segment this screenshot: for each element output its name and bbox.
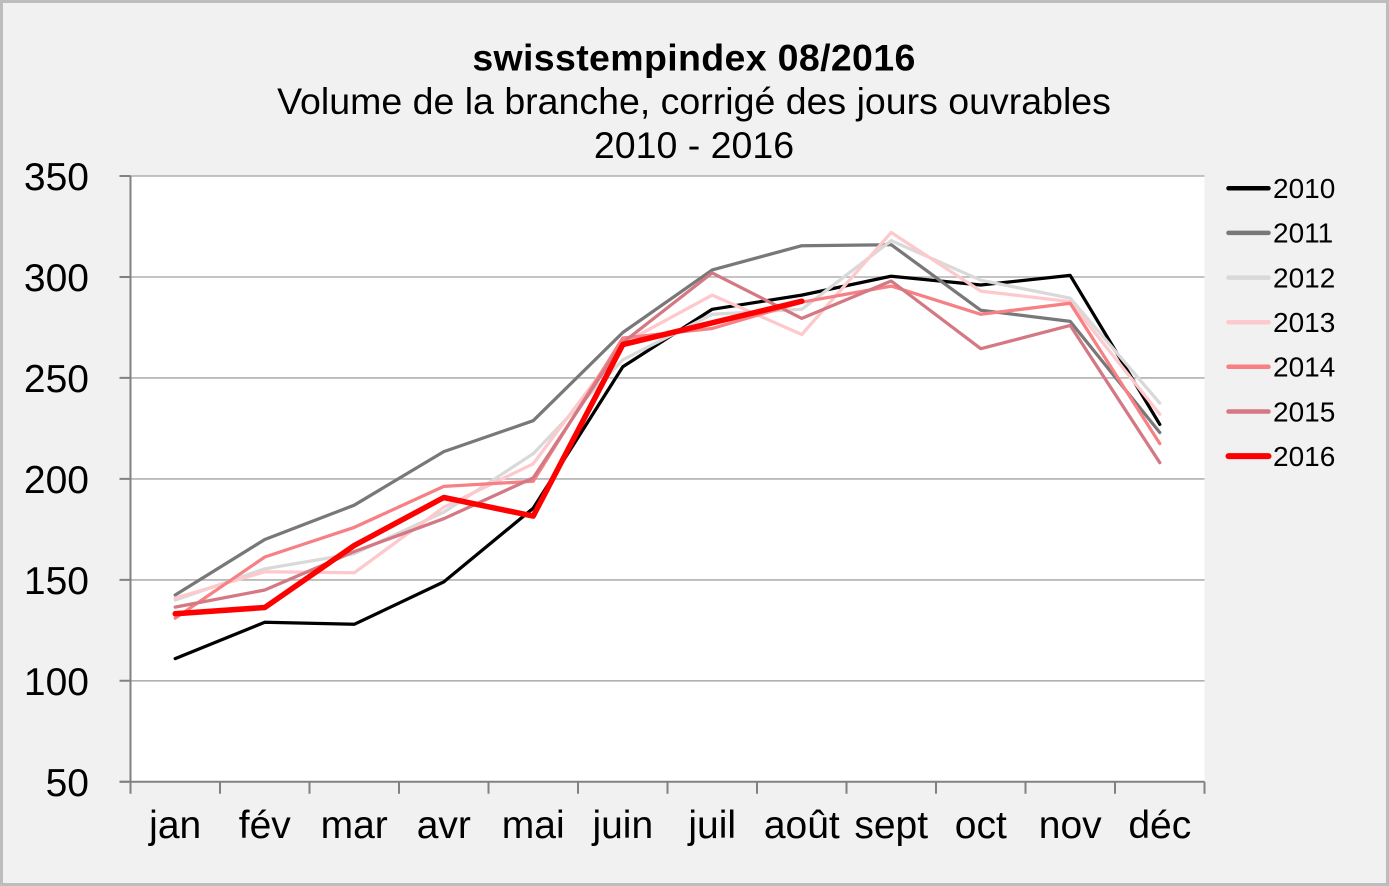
svg-text:avr: avr bbox=[417, 804, 471, 847]
svg-text:2015: 2015 bbox=[1273, 396, 1335, 427]
svg-text:200: 200 bbox=[24, 459, 89, 502]
svg-text:2010 - 2016: 2010 - 2016 bbox=[594, 124, 794, 166]
svg-text:350: 350 bbox=[24, 156, 89, 199]
svg-text:2014: 2014 bbox=[1273, 352, 1335, 383]
svg-text:2013: 2013 bbox=[1273, 307, 1335, 338]
svg-text:oct: oct bbox=[955, 804, 1007, 847]
svg-text:mar: mar bbox=[321, 804, 388, 847]
svg-text:mai: mai bbox=[502, 804, 565, 847]
svg-text:2011: 2011 bbox=[1273, 218, 1333, 249]
svg-text:2012: 2012 bbox=[1273, 262, 1335, 293]
svg-text:150: 150 bbox=[24, 560, 89, 603]
svg-text:déc: déc bbox=[1128, 804, 1191, 847]
svg-text:août: août bbox=[764, 804, 840, 847]
svg-text:swisstempindex 08/2016: swisstempindex 08/2016 bbox=[472, 37, 915, 79]
svg-text:juil: juil bbox=[687, 804, 736, 847]
svg-text:2010: 2010 bbox=[1273, 173, 1335, 204]
svg-text:juin: juin bbox=[591, 804, 653, 847]
svg-text:fév: fév bbox=[239, 804, 292, 847]
svg-text:Volume de la branche, corrigé: Volume de la branche, corrigé des jours … bbox=[277, 80, 1111, 122]
svg-text:250: 250 bbox=[24, 358, 89, 401]
svg-text:300: 300 bbox=[24, 257, 89, 300]
svg-text:sept: sept bbox=[854, 804, 928, 847]
svg-text:50: 50 bbox=[46, 762, 89, 805]
svg-text:100: 100 bbox=[24, 661, 89, 704]
svg-text:2016: 2016 bbox=[1273, 441, 1335, 472]
svg-text:nov: nov bbox=[1039, 804, 1102, 847]
svg-text:jan: jan bbox=[148, 804, 201, 847]
